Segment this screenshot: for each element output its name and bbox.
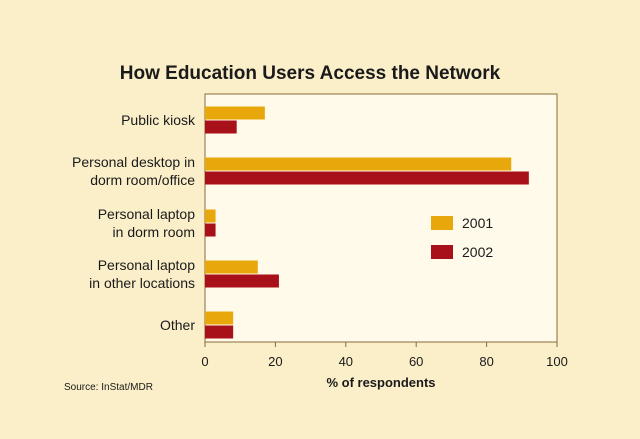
- source-note: Source: InStat/MDR: [64, 382, 153, 393]
- bar-2002-2: [205, 223, 216, 237]
- legend-label-2002: 2002: [462, 244, 493, 260]
- plot-area: [204, 93, 558, 343]
- x-tick-label: 80: [479, 354, 493, 369]
- chart-title: How Education Users Access the Network: [120, 63, 501, 84]
- category-label: dorm room/office: [90, 172, 195, 188]
- x-tick-label: 20: [268, 354, 282, 369]
- category-label: Personal laptop: [98, 257, 196, 273]
- x-axis-ticks: 0 20 40 60 80 100: [201, 342, 568, 369]
- bar-2001-4: [205, 311, 234, 325]
- bars-group: [205, 106, 529, 339]
- category-label: Public kiosk: [121, 112, 196, 128]
- category-label: Personal desktop in: [72, 154, 195, 170]
- x-tick-label: 100: [546, 354, 568, 369]
- bar-2001-2: [205, 209, 216, 223]
- category-labels: Public kiosk Personal desktop in dorm room…: [72, 112, 196, 333]
- legend-swatch-2001: [431, 216, 453, 230]
- bar-2001-1: [205, 157, 512, 171]
- category-label: Other: [160, 317, 195, 333]
- bar-2001-0: [205, 106, 265, 120]
- legend-label-2001: 2001: [462, 215, 493, 231]
- legend-swatch-2002: [431, 245, 453, 259]
- bar-2002-0: [205, 120, 237, 134]
- bar-2001-3: [205, 260, 258, 274]
- x-tick-label: 0: [201, 354, 208, 369]
- x-tick-label: 40: [339, 354, 353, 369]
- x-axis-title: % of respondents: [326, 375, 435, 390]
- bar-2002-1: [205, 171, 529, 185]
- x-tick-label: 60: [409, 354, 423, 369]
- legend: 2001 2002: [431, 215, 493, 260]
- bar-2002-4: [205, 325, 234, 339]
- category-label: in dorm room: [113, 224, 195, 240]
- category-label: Personal laptop: [98, 206, 196, 222]
- bar-2002-3: [205, 274, 279, 288]
- category-label: in other locations: [89, 275, 195, 291]
